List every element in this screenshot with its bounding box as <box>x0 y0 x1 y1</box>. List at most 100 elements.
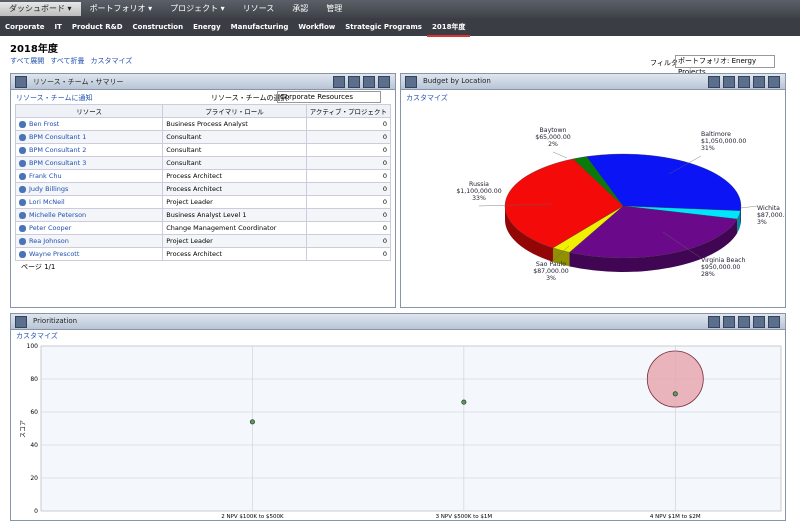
person-icon <box>19 211 26 219</box>
close-button[interactable] <box>768 316 780 328</box>
leader-line <box>550 245 570 263</box>
role-cell: Project Leader <box>162 195 307 209</box>
y-tick-label: 40 <box>30 442 38 449</box>
filter-label: フィルタ <box>650 59 678 67</box>
point <box>249 419 255 425</box>
popout-button[interactable] <box>753 76 765 88</box>
print-button[interactable] <box>708 316 720 328</box>
slice-label: Virginia Beach <box>701 257 746 264</box>
refresh-button[interactable] <box>348 76 360 88</box>
slice-label: Wichita <box>757 205 780 212</box>
sub-nav: Corporate IT Product R&D Construction Energy… <box>0 18 800 37</box>
resource-name[interactable]: Wayne Prescott <box>29 250 80 258</box>
nav-tab[interactable]: 管理 <box>326 4 343 13</box>
y-tick-label: 20 <box>30 475 38 482</box>
sub-tab[interactable]: Construction <box>132 23 184 31</box>
column-header: プライマリ・ロール <box>162 104 307 118</box>
pie-side <box>505 206 553 262</box>
sub-tab[interactable]: Energy <box>193 23 221 31</box>
customize-link[interactable]: カスタマイズ <box>16 332 58 340</box>
popout-button[interactable] <box>753 316 765 328</box>
table-row: Frank Chu Process Architect 0 <box>14 169 392 183</box>
nav-tab[interactable]: ダッシュボード ▾ <box>0 2 81 16</box>
resource-cell: Judy Billings <box>14 182 164 196</box>
role-cell: Process Architect <box>162 182 307 196</box>
budget-panel: Budget by Location カスタマイズ Baltimore $1,05… <box>400 73 786 308</box>
table-row: Rea Johnson Project Leader 0 <box>14 234 392 248</box>
column-header: アクティブ・プロジェクト <box>305 104 392 118</box>
resource-cell: BPM Consultant 2 <box>14 143 164 157</box>
customize-link[interactable]: カスタマイズ <box>406 94 448 102</box>
resource-name[interactable]: Peter Cooper <box>29 224 72 232</box>
project-count: 0 <box>305 221 392 235</box>
team-select[interactable]: Corporate Resources <box>277 91 381 103</box>
sub-tab[interactable]: Workflow <box>298 23 336 31</box>
pie-side <box>552 247 570 267</box>
pager: ページ 1/1 <box>21 263 56 271</box>
close-button[interactable] <box>378 76 390 88</box>
resource-cell: BPM Consultant 3 <box>14 156 164 170</box>
sub-tab[interactable]: Corporate <box>5 23 45 31</box>
help-button[interactable] <box>333 76 345 88</box>
nav-tab[interactable]: 承認 <box>292 4 309 13</box>
popout-button[interactable] <box>363 76 375 88</box>
slice-percent-label: 31% <box>701 145 715 152</box>
nav-tab[interactable]: リソース <box>242 4 275 13</box>
filter-select[interactable]: ポートフォリオ: Energy Projects <box>675 55 775 76</box>
header-row: リソース プライマリ・ロール アクティブ・プロジェクト <box>14 104 392 118</box>
project-count: 0 <box>305 117 392 131</box>
resource-name[interactable]: Rea Johnson <box>29 237 69 245</box>
table-row: Michelle Peterson Business Analyst Level … <box>14 208 392 222</box>
sub-tab[interactable]: 2018年度 <box>426 20 471 37</box>
close-button[interactable] <box>768 76 780 88</box>
resource-name[interactable]: Judy Billings <box>29 185 69 193</box>
print-button[interactable] <box>708 76 720 88</box>
minimize-button[interactable] <box>738 316 750 328</box>
refresh-button[interactable] <box>723 76 735 88</box>
sub-tab[interactable]: Strategic Programs <box>345 23 422 31</box>
pie-slice <box>504 158 624 249</box>
role-cell: Process Architect <box>162 169 307 183</box>
nav-tab[interactable]: プロジェクト ▾ <box>170 4 225 13</box>
person-icon <box>19 172 26 180</box>
pie-slice <box>569 205 738 259</box>
person-icon <box>19 133 26 141</box>
y-tick-label: 100 <box>27 343 39 350</box>
person-icon <box>19 224 26 232</box>
sub-tab[interactable]: Product R&D <box>71 23 123 31</box>
sub-tab[interactable]: IT <box>54 23 62 31</box>
minimize-button[interactable] <box>738 76 750 88</box>
y-tick-label: 0 <box>34 508 38 515</box>
person-icon <box>19 250 26 258</box>
resource-name[interactable]: BPM Consultant 1 <box>29 133 87 141</box>
nav-tab[interactable]: ポートフォリオ ▾ <box>89 4 153 13</box>
resource-name[interactable]: Ben Frost <box>29 120 60 128</box>
resource-name[interactable]: Frank Chu <box>29 172 62 180</box>
page-link[interactable]: すべて折畳 <box>50 57 85 65</box>
resource-cell: Wayne Prescott <box>14 247 164 261</box>
notify-link[interactable]: リソース・チームに通知 <box>16 94 93 102</box>
refresh-button[interactable] <box>723 316 735 328</box>
y-tick-label: 80 <box>30 376 38 383</box>
bubble-chart: 0 20 40 60 80 100 スコア 2 NPV $100K to $500K 3 NPV… <box>20 343 782 520</box>
slice-label: Baltimore <box>701 131 731 138</box>
page-links: すべて展開 すべて折畳 カスタマイズ <box>10 56 138 66</box>
panel-header: リソース・チーム・サマリー <box>11 74 395 90</box>
person-icon <box>19 237 26 245</box>
project-count: 0 <box>305 182 392 196</box>
page-link[interactable]: すべて展開 <box>10 57 45 65</box>
resource-cell: Michelle Peterson <box>14 208 164 222</box>
role-cell: Project Leader <box>162 234 307 248</box>
page-title: 2018年度 <box>10 44 58 55</box>
resource-name[interactable]: BPM Consultant 2 <box>29 146 87 154</box>
resource-name[interactable]: BPM Consultant 3 <box>29 159 87 167</box>
table-row: Wayne Prescott Process Architect 0 <box>14 247 392 261</box>
resource-cell: Lori McNeil <box>14 195 164 209</box>
role-cell: Process Architect <box>162 247 307 261</box>
resource-name[interactable]: Michelle Peterson <box>29 211 87 219</box>
resource-name[interactable]: Lori McNeil <box>29 198 65 206</box>
page-link[interactable]: カスタマイズ <box>90 57 133 65</box>
person-icon <box>19 120 26 128</box>
sub-tab[interactable]: Manufacturing <box>230 23 289 31</box>
prioritization-panel: Prioritization カスタマイズ 0 20 40 60 80 100 スコア 2 N… <box>10 313 786 521</box>
